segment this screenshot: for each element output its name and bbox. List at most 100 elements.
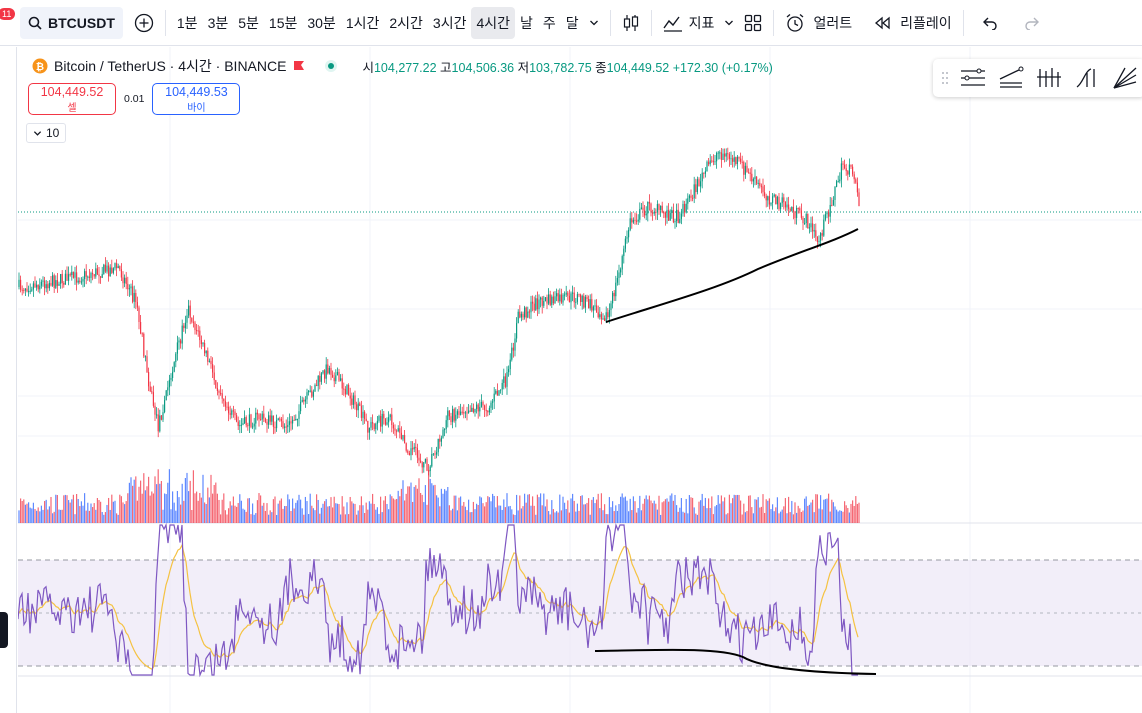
- indicators-dropdown[interactable]: [719, 7, 739, 39]
- open-label: 시: [362, 60, 374, 75]
- candle-body: [692, 197, 694, 199]
- volume-bar: [621, 493, 623, 523]
- candle-body: [324, 370, 326, 379]
- candle-body: [250, 414, 252, 427]
- candle-body: [346, 384, 348, 395]
- volume-bar: [444, 489, 446, 523]
- candle-body: [796, 208, 798, 219]
- replay-button[interactable]: 리플레이: [869, 7, 957, 39]
- layouts-button[interactable]: [739, 7, 767, 39]
- chart-pane[interactable]: ₿ Bitcoin / TetherUS · 4시간 · BINANCE 시10…: [18, 47, 1142, 713]
- price-chart[interactable]: [18, 47, 1142, 713]
- volume-bar: [466, 510, 468, 523]
- volume-bar: [576, 503, 578, 523]
- volume-bar: [528, 494, 530, 523]
- buy-button[interactable]: 104,449.53 바이: [152, 83, 241, 115]
- trend-channel-icon[interactable]: [997, 65, 1025, 91]
- interval-5m[interactable]: 5분: [238, 14, 259, 31]
- candle-body: [826, 212, 828, 215]
- candle-body: [781, 197, 783, 204]
- low-value: 103,782.75: [529, 60, 592, 75]
- interval-3m[interactable]: 3분: [207, 14, 229, 31]
- candle-body: [32, 283, 34, 290]
- volume-bar: [39, 511, 41, 523]
- candle-body: [322, 370, 324, 374]
- volume-bar: [581, 495, 583, 523]
- volume-bar: [402, 480, 404, 523]
- interval-month[interactable]: 달: [565, 14, 579, 31]
- candle-body: [732, 158, 734, 162]
- candle-body: [444, 429, 446, 431]
- candle-body: [650, 203, 652, 213]
- sidebar-collapse-tab[interactable]: [0, 612, 8, 648]
- candle-body: [111, 267, 113, 273]
- candle-body: [240, 424, 242, 426]
- symbol-search-button[interactable]: BTCUSDT: [20, 6, 123, 39]
- volume-bar: [652, 503, 654, 523]
- volume-bar: [260, 495, 262, 523]
- volume-bar: [215, 482, 217, 523]
- interval-week[interactable]: 주: [542, 14, 556, 31]
- interval-4h[interactable]: 4시간: [471, 6, 515, 39]
- volume-bar: [639, 495, 641, 523]
- candle-body: [392, 424, 394, 429]
- volume-bar: [80, 501, 82, 523]
- candle-body: [480, 402, 482, 407]
- interval-dropdown[interactable]: [584, 7, 604, 39]
- interval-15m[interactable]: 15분: [268, 14, 298, 31]
- fan-tool-icon[interactable]: [1111, 65, 1139, 91]
- horizontal-lines-icon[interactable]: [959, 65, 987, 91]
- volume-bar: [48, 506, 50, 523]
- candle-body: [452, 409, 454, 423]
- candle-body: [260, 419, 262, 421]
- candle-body: [687, 198, 689, 204]
- volume-bar: [676, 505, 678, 523]
- candle-body: [119, 266, 121, 270]
- candle-body: [106, 265, 108, 272]
- bars-tool-icon[interactable]: [1035, 65, 1063, 91]
- volume-bar: [258, 493, 260, 523]
- volume-bar: [706, 508, 708, 523]
- volume-bar: [335, 503, 337, 523]
- flag-icon[interactable]: [292, 59, 306, 73]
- volume-bar: [90, 503, 92, 523]
- volume-bar: [349, 496, 351, 523]
- interval-day[interactable]: 날: [520, 14, 533, 31]
- notification-badge[interactable]: 11: [0, 8, 16, 20]
- interval-1m[interactable]: 1분: [176, 14, 198, 31]
- volume-bar: [696, 514, 698, 523]
- interval-1h[interactable]: 1시간: [345, 14, 380, 31]
- volume-bar: [380, 496, 382, 523]
- volume-bar: [120, 496, 122, 523]
- candle-body: [645, 213, 647, 216]
- volume-bar: [204, 502, 206, 523]
- undo-button[interactable]: [976, 7, 1004, 39]
- candle-body: [255, 412, 257, 424]
- volume-bar: [276, 514, 278, 523]
- candle-body: [108, 265, 110, 277]
- candle-body: [100, 276, 102, 278]
- volume-bar: [517, 510, 519, 523]
- candle-body: [276, 420, 278, 429]
- candle-body: [208, 360, 210, 362]
- volume-bar: [672, 500, 674, 523]
- alert-button[interactable]: 얼러트: [780, 7, 857, 39]
- interval-3h[interactable]: 3시간: [432, 14, 467, 31]
- interval-2h[interactable]: 2시간: [389, 14, 423, 31]
- add-symbol-button[interactable]: [129, 7, 159, 39]
- candle-body: [146, 356, 148, 373]
- candle-body: [348, 384, 350, 396]
- volume-indicator-toggle[interactable]: 10: [26, 123, 67, 143]
- volume-bar: [373, 503, 375, 523]
- volume-bar: [488, 497, 490, 523]
- redo-button[interactable]: [1018, 7, 1046, 39]
- candle-body: [295, 418, 297, 421]
- candle-body: [236, 415, 238, 422]
- interval-30m[interactable]: 30분: [307, 14, 336, 31]
- drag-handle-icon[interactable]: [941, 71, 949, 85]
- sell-button[interactable]: 104,449.52 셀: [28, 83, 116, 115]
- fib-tool-icon[interactable]: [1073, 65, 1101, 91]
- chart-type-button[interactable]: [617, 7, 645, 39]
- candle-body: [85, 271, 87, 277]
- indicators-button[interactable]: 지표: [658, 7, 720, 39]
